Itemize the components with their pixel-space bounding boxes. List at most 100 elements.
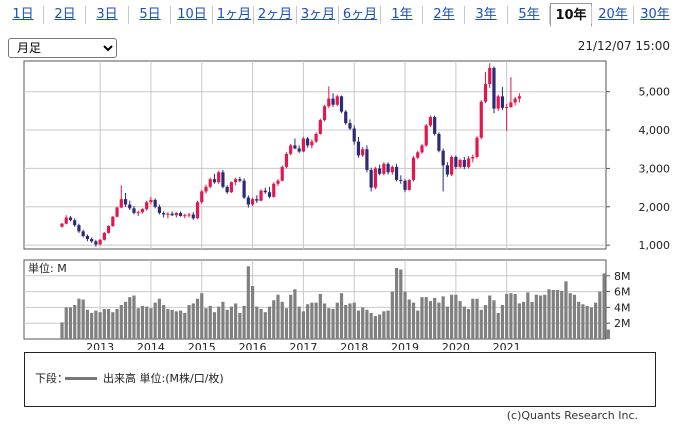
- period-tab[interactable]: 1日: [12, 7, 34, 22]
- period-tab[interactable]: 1ヶ月: [216, 7, 252, 22]
- candle-body: [242, 180, 246, 198]
- period-tab[interactable]: 10日: [177, 7, 207, 22]
- candle-body: [348, 123, 352, 129]
- candle-body: [238, 179, 242, 181]
- volume-bar: [416, 310, 420, 339]
- volume-bar: [255, 306, 259, 339]
- period-tab[interactable]: 3日: [96, 7, 118, 22]
- volume-bar: [267, 306, 272, 339]
- tab-separator: [43, 6, 44, 24]
- volume-bar: [276, 294, 280, 339]
- candle-body: [128, 204, 132, 209]
- period-tab[interactable]: 5年: [518, 7, 540, 22]
- volume-bar: [602, 273, 606, 339]
- candle-body: [115, 207, 119, 217]
- period-tab[interactable]: 1年: [391, 7, 413, 22]
- candle-body: [318, 120, 322, 134]
- candle-body: [361, 149, 365, 156]
- candle-body: [462, 159, 466, 167]
- volume-bar: [585, 305, 589, 339]
- candle-body: [335, 96, 339, 105]
- candle-interval-select[interactable]: 月足: [8, 38, 117, 58]
- volume-bar: [606, 329, 610, 339]
- volume-bar: [191, 303, 195, 339]
- volume-bar: [145, 306, 149, 339]
- candle-body: [267, 192, 272, 197]
- volume-bar: [577, 301, 581, 339]
- volume-bar: [119, 305, 123, 339]
- volume-bar: [471, 298, 475, 339]
- volume-unit-label: 単位: M: [28, 261, 67, 275]
- candle-body: [166, 213, 170, 215]
- candle-body: [284, 153, 289, 167]
- volume-bar: [297, 306, 301, 339]
- tab-separator: [128, 6, 129, 24]
- year-tick-label: 2014: [137, 341, 165, 350]
- tab-separator: [507, 6, 508, 24]
- volume-bar: [140, 305, 145, 339]
- volume-bar: [94, 310, 98, 339]
- period-tab[interactable]: 3年: [475, 7, 497, 22]
- candle-body: [208, 179, 212, 187]
- candle-body: [157, 206, 162, 213]
- candle-body: [306, 138, 310, 146]
- period-tab[interactable]: 5日: [139, 7, 161, 22]
- volume-bar: [424, 297, 428, 339]
- period-tab[interactable]: 2ヶ月: [257, 7, 293, 22]
- volume-bar: [310, 302, 314, 339]
- volume-bar: [259, 308, 263, 339]
- candle-body: [390, 166, 394, 173]
- period-tab[interactable]: 20年: [598, 7, 628, 22]
- period-tab[interactable]: 2年: [433, 7, 455, 22]
- year-tick-label: 2021: [493, 341, 521, 350]
- candle-body: [293, 145, 297, 149]
- candle-body: [454, 156, 458, 167]
- candle-body: [411, 157, 416, 180]
- period-tab[interactable]: 6ヶ月: [342, 7, 378, 22]
- tab-separator: [170, 6, 171, 24]
- volume-bar: [407, 299, 411, 339]
- candle-body: [187, 214, 191, 216]
- candle-body: [98, 239, 102, 245]
- volume-bar: [560, 290, 564, 339]
- volume-bar: [458, 301, 462, 339]
- candle-body: [183, 215, 187, 217]
- volume-bar: [293, 289, 297, 339]
- candle-body: [246, 197, 250, 205]
- period-tab[interactable]: 30年: [640, 7, 670, 22]
- year-tick-label: 2013: [86, 341, 114, 350]
- candle-body: [407, 179, 411, 190]
- candle-body: [399, 179, 403, 181]
- candle-body: [458, 159, 462, 167]
- tab-separator: [633, 6, 634, 24]
- candle-body: [352, 128, 356, 142]
- volume-bar: [314, 302, 318, 339]
- candle-body: [403, 180, 407, 190]
- candle-body: [365, 149, 369, 170]
- candle-body: [68, 217, 73, 221]
- candle-body: [259, 190, 263, 201]
- volume-bar: [178, 310, 183, 339]
- volume-bar: [509, 293, 513, 339]
- candle-body: [204, 186, 208, 192]
- candle-body: [153, 199, 157, 207]
- candle-body: [145, 202, 149, 210]
- price-tick-label: 3,000: [639, 162, 671, 175]
- volume-bar: [225, 309, 229, 339]
- volume-bar: [356, 310, 361, 339]
- tab-separator: [422, 6, 423, 24]
- period-tab[interactable]: 10年: [550, 3, 592, 27]
- period-tab[interactable]: 2日: [54, 7, 76, 22]
- candle-body: [132, 208, 136, 213]
- volume-bar: [246, 266, 250, 339]
- period-tab[interactable]: 3ヶ月: [300, 7, 336, 22]
- year-tick-label: 2018: [340, 341, 368, 350]
- volume-y-axis: 2M 4M 6M 8M 単位: M: [28, 261, 631, 330]
- volume-tick-label: 4M: [614, 301, 631, 314]
- volume-bar: [369, 312, 373, 339]
- candle-body: [492, 67, 496, 109]
- candle-body: [441, 150, 445, 166]
- volume-bar: [306, 304, 310, 339]
- tab-separator: [549, 6, 550, 24]
- candle-body: [250, 199, 255, 205]
